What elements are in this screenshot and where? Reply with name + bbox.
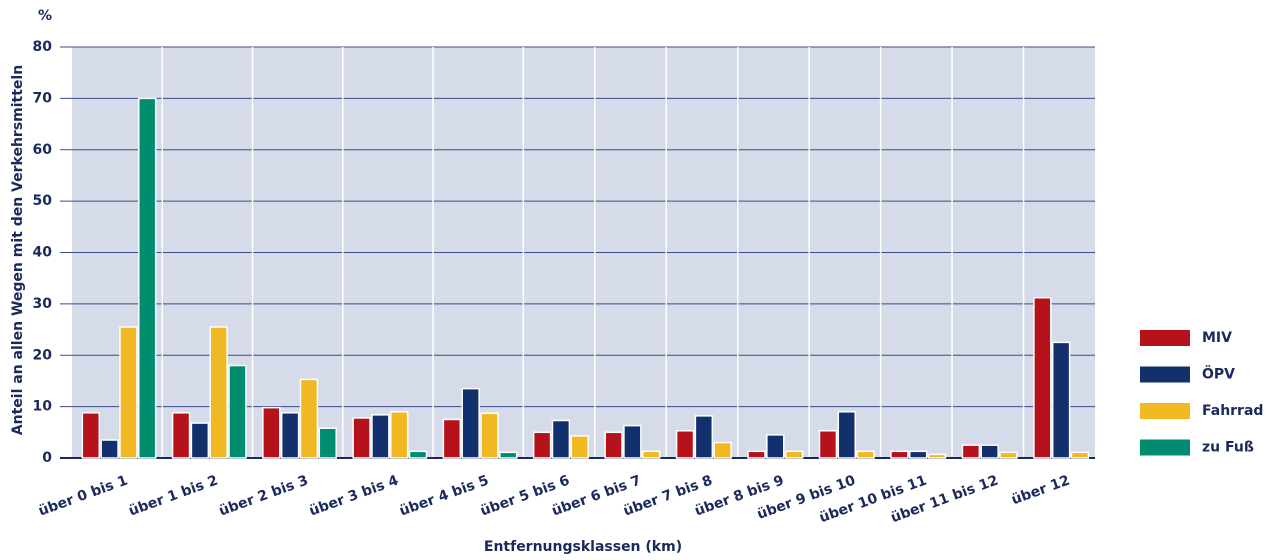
bar — [280, 412, 300, 459]
bar — [570, 435, 589, 459]
legend-swatch — [1140, 439, 1190, 456]
bar — [927, 453, 947, 459]
bar — [623, 424, 642, 459]
bar — [890, 450, 909, 459]
x-tick-label: über 0 bis 1 — [36, 472, 129, 519]
legend-label: MIV — [1202, 330, 1232, 346]
bar — [209, 326, 228, 459]
bar — [442, 418, 462, 459]
legend-swatch — [1140, 366, 1190, 383]
bar — [1033, 296, 1052, 459]
bar — [119, 326, 138, 459]
y-tick-label: 20 — [33, 347, 53, 363]
bar — [299, 378, 319, 459]
y-tick-label: 60 — [33, 142, 53, 158]
bar — [856, 450, 875, 459]
bar — [961, 444, 981, 459]
legend-label: Fahrrad — [1202, 403, 1263, 419]
bar — [784, 450, 804, 459]
bar — [461, 387, 480, 459]
legend-label: zu Fuß — [1202, 440, 1254, 456]
bar — [318, 427, 337, 459]
x-tick-label: über 1 bis 2 — [127, 472, 220, 519]
bar — [604, 431, 623, 459]
bar — [499, 451, 518, 459]
y-unit: % — [38, 8, 52, 24]
x-tick-label: über 12 — [1009, 472, 1072, 508]
legend-swatch — [1140, 403, 1190, 419]
bar — [389, 411, 409, 459]
y-tick-label: 80 — [33, 39, 53, 55]
bar — [551, 419, 571, 459]
bar — [532, 431, 552, 459]
y-tick-label: 50 — [33, 193, 53, 209]
bar — [138, 97, 157, 459]
x-axis-label: Entfernungsklassen (km) — [484, 539, 682, 555]
bar — [190, 422, 210, 459]
legend-swatch — [1140, 330, 1190, 346]
x-tick-label: über 3 bis 4 — [307, 472, 401, 519]
x-tick-label: über 2 bis 3 — [217, 472, 310, 519]
bar — [371, 414, 390, 459]
bar — [713, 441, 732, 459]
bar — [352, 417, 371, 459]
bar — [999, 451, 1018, 459]
bar — [747, 450, 766, 459]
y-tick-label: 10 — [33, 399, 53, 415]
bar — [818, 430, 838, 459]
y-tick-label: 40 — [33, 245, 53, 261]
y-axis-label: Anteil an allen Wegen mit den Verkehrsmi… — [10, 65, 26, 435]
y-tick-label: 70 — [33, 90, 53, 106]
y-tick-label: 0 — [42, 450, 52, 466]
bar — [408, 450, 428, 459]
bar — [81, 412, 101, 459]
bar — [766, 434, 785, 459]
bar — [228, 364, 247, 459]
bar — [980, 444, 999, 459]
bar — [262, 406, 281, 459]
bar — [100, 439, 119, 459]
bar — [171, 412, 191, 459]
bar — [675, 430, 695, 459]
bar — [909, 450, 928, 459]
bar — [1070, 451, 1090, 459]
bar — [480, 412, 499, 459]
bar — [694, 415, 714, 459]
bar — [837, 411, 856, 459]
y-tick-label: 30 — [33, 296, 53, 312]
x-tick-label: über 4 bis 5 — [397, 472, 490, 519]
legend-label: ÖPV — [1202, 365, 1235, 383]
bar — [1051, 341, 1071, 459]
bar — [641, 450, 661, 459]
